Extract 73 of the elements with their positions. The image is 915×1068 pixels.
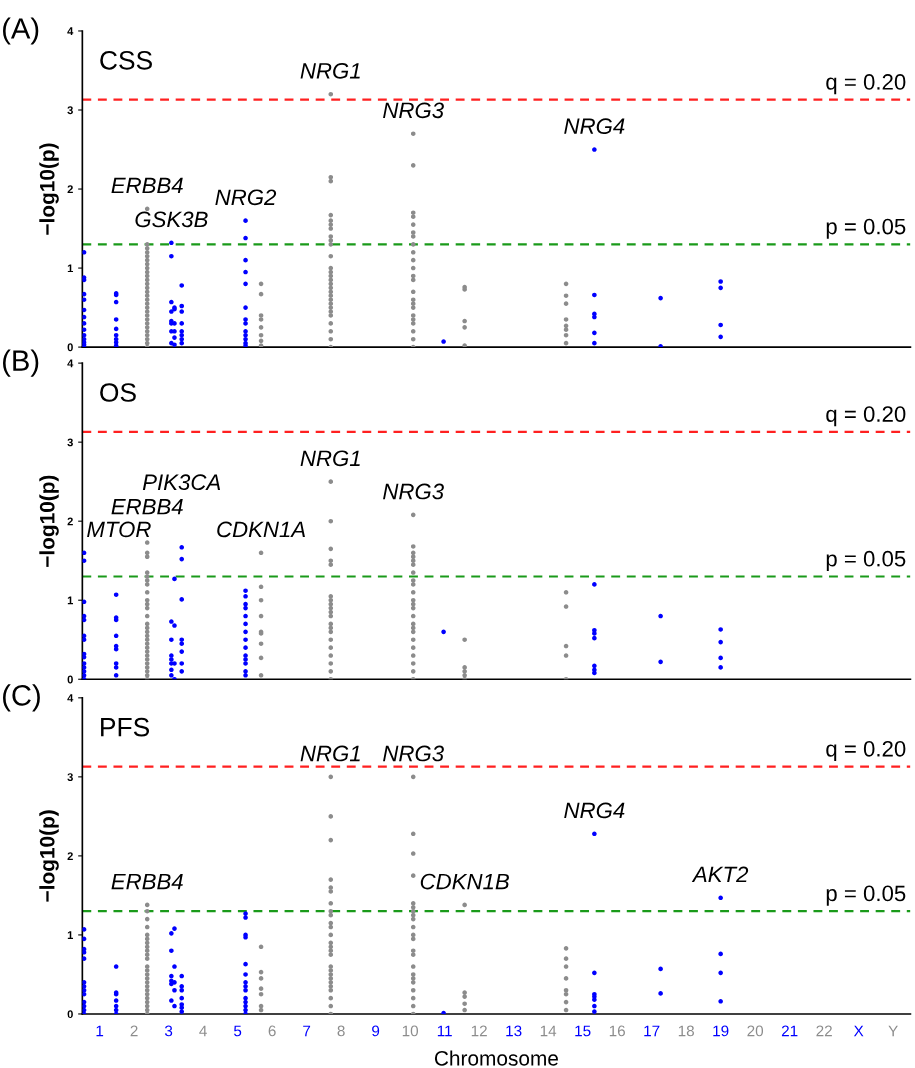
y-tick-label: 0	[67, 343, 73, 352]
x-tick-label: 11	[437, 1025, 452, 1037]
y-tick-label: 2	[67, 517, 73, 526]
annotation: q = 0.20	[826, 406, 906, 427]
x-tick-label: 22	[816, 1025, 832, 1037]
y-tick-label: 3	[67, 438, 73, 447]
annotation: NRG1	[300, 450, 360, 467]
y-tick-label: 0	[67, 675, 73, 684]
annotation: NRG4	[564, 802, 625, 819]
annotation: NRG2	[215, 189, 277, 206]
y-tick-label: 3	[67, 773, 73, 782]
x-tick-label: X	[853, 1025, 864, 1037]
y-tick-label: 0	[67, 1010, 73, 1019]
annotation: NRG3	[383, 745, 444, 762]
x-tick-label: 9	[372, 1025, 380, 1037]
x-tick-label: 16	[609, 1025, 625, 1037]
annotation: p = 0.05	[826, 885, 906, 906]
text: PFS	[101, 717, 150, 737]
y-tick-label: 2	[67, 185, 73, 194]
y-tick-label: 4	[67, 694, 74, 702]
y-tick-label: 1	[67, 931, 74, 939]
annotation: NRG4	[564, 118, 625, 135]
annotation: MTOR	[87, 521, 151, 538]
x-tick-label: 2	[130, 1025, 138, 1037]
x-tick-label: 10	[402, 1025, 419, 1037]
y-axis-title: −log10(p)	[39, 143, 59, 235]
annotation: ERBB4	[111, 499, 183, 515]
text: OS	[100, 383, 136, 402]
chart-title: (C)	[3, 684, 40, 712]
chart-title: (B)	[3, 349, 39, 377]
x-tick-label: 1	[96, 1025, 104, 1037]
x-tick-label: 21	[781, 1025, 798, 1037]
annotation: p = 0.05	[826, 218, 906, 239]
x-tick-label: 18	[678, 1025, 694, 1037]
annotation: p = 0.05	[826, 550, 906, 571]
y-axis-title: −log10(p)	[39, 475, 59, 567]
annotation: q = 0.20	[826, 74, 906, 95]
y-tick-label: 1	[67, 596, 74, 605]
y-tick-label: 2	[67, 852, 73, 860]
y-tick-label: 1	[67, 264, 74, 273]
x-tick-label: 20	[747, 1025, 764, 1037]
y-tick-label: 4	[67, 359, 74, 368]
x-tick-label: 7	[303, 1025, 311, 1037]
x-tick-label: 15	[575, 1025, 591, 1037]
annotation: NRG3	[383, 483, 444, 500]
annotation: ERBB4	[111, 177, 183, 194]
annotation: ERBB4	[111, 873, 183, 890]
annotation: AKT2	[691, 866, 749, 883]
x-tick-label: 17	[644, 1025, 660, 1037]
annotation: CDKN1B	[420, 873, 509, 890]
annotation: CDKN1A	[217, 521, 305, 538]
x-tick-label: 12	[471, 1025, 487, 1037]
annotation: NRG3	[383, 102, 444, 119]
x-axis-title: Chromosome	[434, 1050, 558, 1066]
y-tick-label: 3	[67, 106, 73, 115]
x-tick-label: 8	[337, 1025, 345, 1037]
annotation: PIK3CA	[142, 474, 221, 491]
x-tick-label: 14	[540, 1025, 557, 1037]
annotation: NRG1	[300, 745, 360, 762]
annotation: q = 0.20	[826, 740, 906, 762]
x-tick-label: Y	[888, 1025, 898, 1037]
chart-title: (A)	[3, 17, 39, 45]
x-tick-label: 4	[199, 1025, 207, 1037]
x-tick-label: 5	[233, 1025, 242, 1037]
x-tick-label: 13	[506, 1025, 522, 1037]
y-axis-title: −log10(p)	[39, 810, 59, 902]
x-tick-label: 3	[164, 1025, 173, 1037]
annotation: NRG1	[300, 62, 360, 79]
text: CSS	[100, 50, 152, 70]
annotation: GSK3B	[135, 211, 208, 228]
y-tick-label: 4	[67, 27, 74, 35]
x-tick-label: 6	[268, 1025, 276, 1037]
x-tick-label: 19	[713, 1025, 729, 1037]
